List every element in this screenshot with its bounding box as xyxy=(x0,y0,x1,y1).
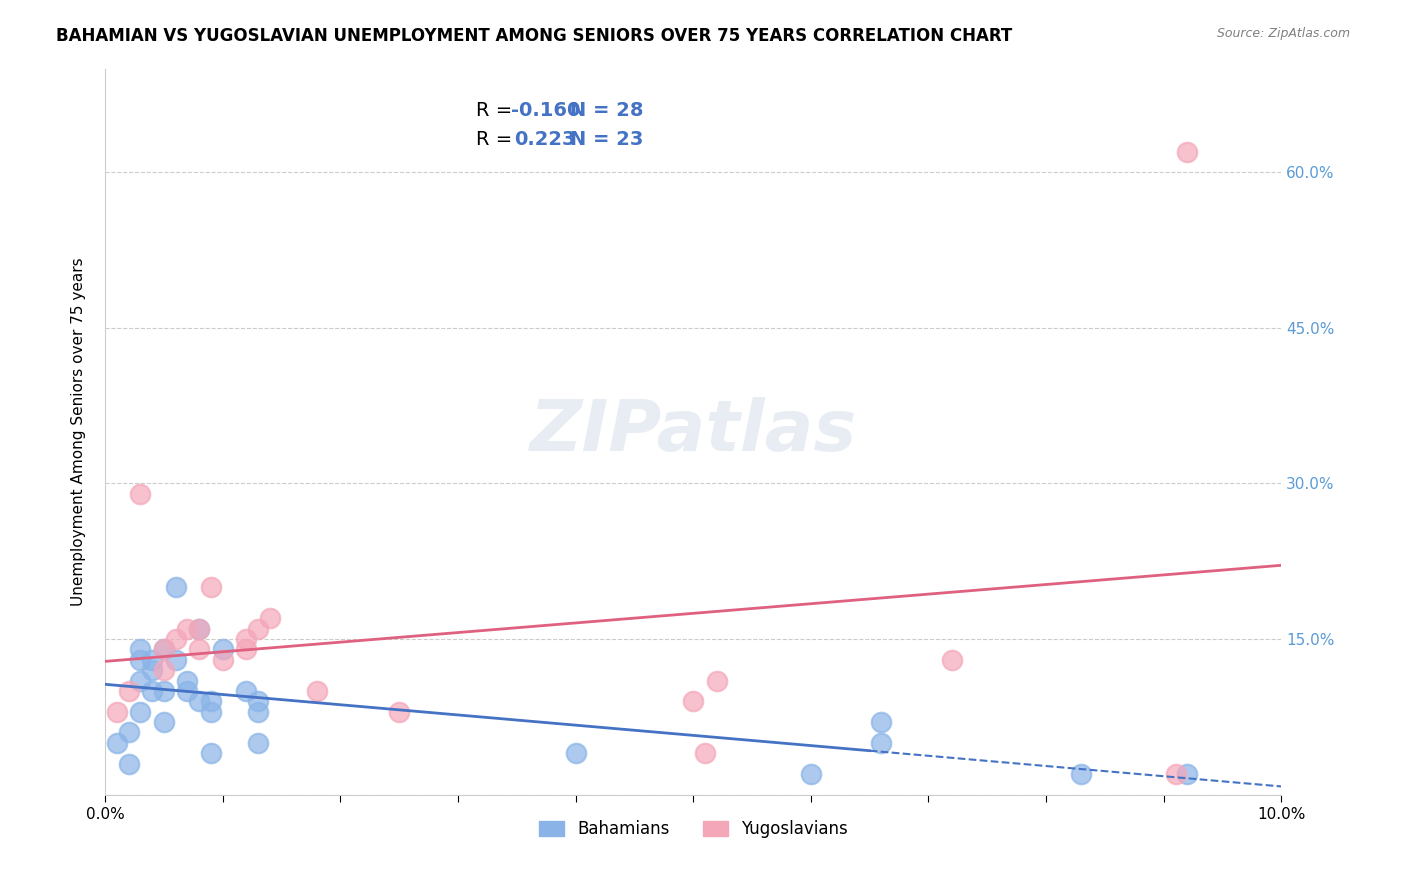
Point xyxy=(1070,767,1092,781)
Point xyxy=(693,746,716,760)
Point xyxy=(200,580,222,594)
Point xyxy=(129,642,152,657)
Point xyxy=(153,663,176,677)
Point xyxy=(235,632,257,646)
Point xyxy=(1175,145,1198,159)
Point xyxy=(1175,767,1198,781)
Point xyxy=(388,705,411,719)
Point xyxy=(200,746,222,760)
Point xyxy=(305,684,328,698)
Point xyxy=(246,694,269,708)
Text: N = 23: N = 23 xyxy=(569,129,643,149)
Point xyxy=(117,684,139,698)
Point xyxy=(141,653,163,667)
Point xyxy=(176,684,198,698)
Point xyxy=(141,684,163,698)
Point xyxy=(235,642,257,657)
Point xyxy=(141,663,163,677)
Point xyxy=(682,694,704,708)
Text: -0.160: -0.160 xyxy=(510,101,581,120)
Point xyxy=(105,736,128,750)
Point xyxy=(129,487,152,501)
Point xyxy=(188,622,211,636)
Point xyxy=(188,642,211,657)
Point xyxy=(188,694,211,708)
Point xyxy=(706,673,728,688)
Point xyxy=(153,715,176,730)
Point xyxy=(235,684,257,698)
Point xyxy=(211,653,233,667)
Legend: Bahamians, Yugoslavians: Bahamians, Yugoslavians xyxy=(531,814,855,845)
Point xyxy=(117,756,139,771)
Point xyxy=(246,622,269,636)
Point xyxy=(188,622,211,636)
Text: R =: R = xyxy=(475,129,524,149)
Point xyxy=(165,653,187,667)
Y-axis label: Unemployment Among Seniors over 75 years: Unemployment Among Seniors over 75 years xyxy=(72,257,86,606)
Text: R =: R = xyxy=(475,101,517,120)
Text: 0.223: 0.223 xyxy=(515,129,576,149)
Point xyxy=(176,673,198,688)
Point xyxy=(129,705,152,719)
Point xyxy=(564,746,586,760)
Point xyxy=(153,642,176,657)
Text: Source: ZipAtlas.com: Source: ZipAtlas.com xyxy=(1216,27,1350,40)
Point xyxy=(105,705,128,719)
Point xyxy=(870,736,893,750)
Point xyxy=(165,632,187,646)
Text: N = 28: N = 28 xyxy=(569,101,643,120)
Point xyxy=(176,622,198,636)
Point xyxy=(117,725,139,739)
Point xyxy=(129,653,152,667)
Point xyxy=(246,736,269,750)
Point xyxy=(1164,767,1187,781)
Text: ZIPatlas: ZIPatlas xyxy=(530,397,856,467)
Point xyxy=(246,705,269,719)
Point xyxy=(153,684,176,698)
Point xyxy=(800,767,823,781)
Point xyxy=(129,673,152,688)
Point xyxy=(165,580,187,594)
Point xyxy=(259,611,281,625)
Point xyxy=(211,642,233,657)
Point xyxy=(870,715,893,730)
Point xyxy=(153,642,176,657)
Text: BAHAMIAN VS YUGOSLAVIAN UNEMPLOYMENT AMONG SENIORS OVER 75 YEARS CORRELATION CHA: BAHAMIAN VS YUGOSLAVIAN UNEMPLOYMENT AMO… xyxy=(56,27,1012,45)
Point xyxy=(200,705,222,719)
Point xyxy=(200,694,222,708)
Point xyxy=(941,653,963,667)
